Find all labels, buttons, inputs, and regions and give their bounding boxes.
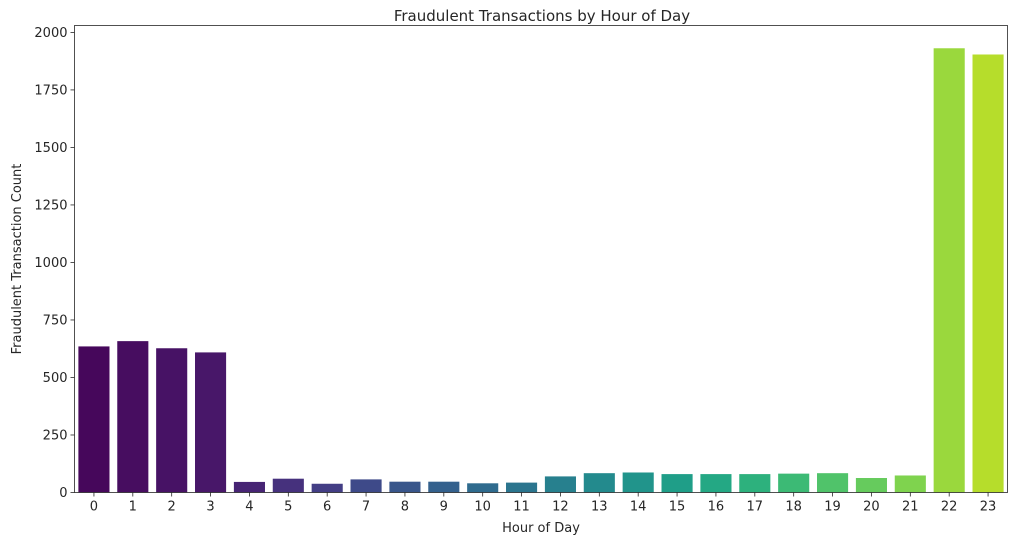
y-tick-label: 0 (59, 486, 67, 501)
bar-hour-21 (894, 475, 926, 493)
x-tick-label: 7 (362, 500, 370, 515)
bars-group (78, 48, 1004, 493)
y-tick-label: 750 (43, 313, 68, 328)
y-tick-label: 1750 (34, 83, 67, 98)
bar-hour-0 (78, 346, 110, 493)
bar-hour-3 (195, 352, 227, 493)
x-tick-label: 16 (708, 500, 725, 515)
bar-hour-7 (350, 479, 382, 493)
bar-hour-22 (933, 48, 965, 493)
bar-hour-8 (389, 481, 421, 493)
x-tick-label: 12 (552, 500, 569, 515)
bar-hour-18 (778, 473, 810, 493)
bar-hour-14 (622, 472, 654, 493)
x-tick-label: 9 (440, 500, 448, 515)
y-tick-label: 2000 (34, 26, 67, 41)
x-tick-label: 18 (785, 500, 802, 515)
bar-hour-19 (817, 473, 849, 493)
bar-hour-1 (117, 341, 149, 493)
bar-hour-12 (544, 476, 576, 493)
y-tick-label: 1000 (34, 256, 67, 271)
y-axis-label: Fraudulent Transaction Count (10, 164, 25, 355)
bar-hour-16 (700, 474, 732, 493)
x-tick-label: 22 (941, 500, 958, 515)
bar-hour-13 (583, 473, 615, 493)
x-tick-label: 10 (474, 500, 491, 515)
y-tick-label: 250 (43, 428, 68, 443)
x-tick-label: 3 (206, 500, 214, 515)
bar-hour-17 (739, 474, 771, 493)
bar-hour-6 (311, 483, 343, 493)
bar-hour-4 (233, 481, 265, 493)
bar-hour-15 (661, 474, 693, 493)
x-axis-ticks: 0 1 2 3 4 5 6 7 8 9 10 11 12 13 14 15 16 17 18 19 20 21 22 23 (90, 492, 997, 515)
y-axis-ticks: 0 250 500 750 1000 1250 1500 1750 2000 (34, 26, 75, 501)
x-tick-label: 20 (863, 500, 880, 515)
x-tick-label: 6 (323, 500, 331, 515)
y-tick-label: 500 (43, 371, 68, 386)
plot-frame (74, 25, 1008, 493)
y-tick-label: 1250 (34, 198, 67, 213)
y-tick-label: 1500 (34, 141, 67, 156)
x-tick-label: 21 (902, 500, 919, 515)
bar-hour-9 (428, 481, 460, 493)
chart-title: Fraudulent Transactions by Hour of Day (394, 7, 690, 25)
x-tick-label: 14 (630, 500, 647, 515)
x-tick-label: 19 (824, 500, 841, 515)
bar-hour-5 (272, 478, 304, 493)
x-tick-label: 11 (513, 500, 530, 515)
x-tick-label: 23 (980, 500, 997, 515)
x-axis-label: Hour of Day (502, 521, 580, 536)
x-tick-label: 0 (90, 500, 98, 515)
x-tick-label: 8 (401, 500, 409, 515)
bar-hour-11 (506, 482, 538, 493)
x-tick-label: 17 (747, 500, 764, 515)
bar-hour-20 (855, 478, 887, 493)
x-tick-label: 13 (591, 500, 608, 515)
x-tick-label: 2 (168, 500, 176, 515)
bar-hour-23 (972, 54, 1004, 493)
x-tick-label: 15 (669, 500, 686, 515)
x-tick-label: 5 (284, 500, 292, 515)
x-tick-label: 1 (129, 500, 137, 515)
bar-hour-10 (467, 483, 499, 493)
x-tick-label: 4 (245, 500, 253, 515)
bar-hour-2 (156, 348, 188, 493)
